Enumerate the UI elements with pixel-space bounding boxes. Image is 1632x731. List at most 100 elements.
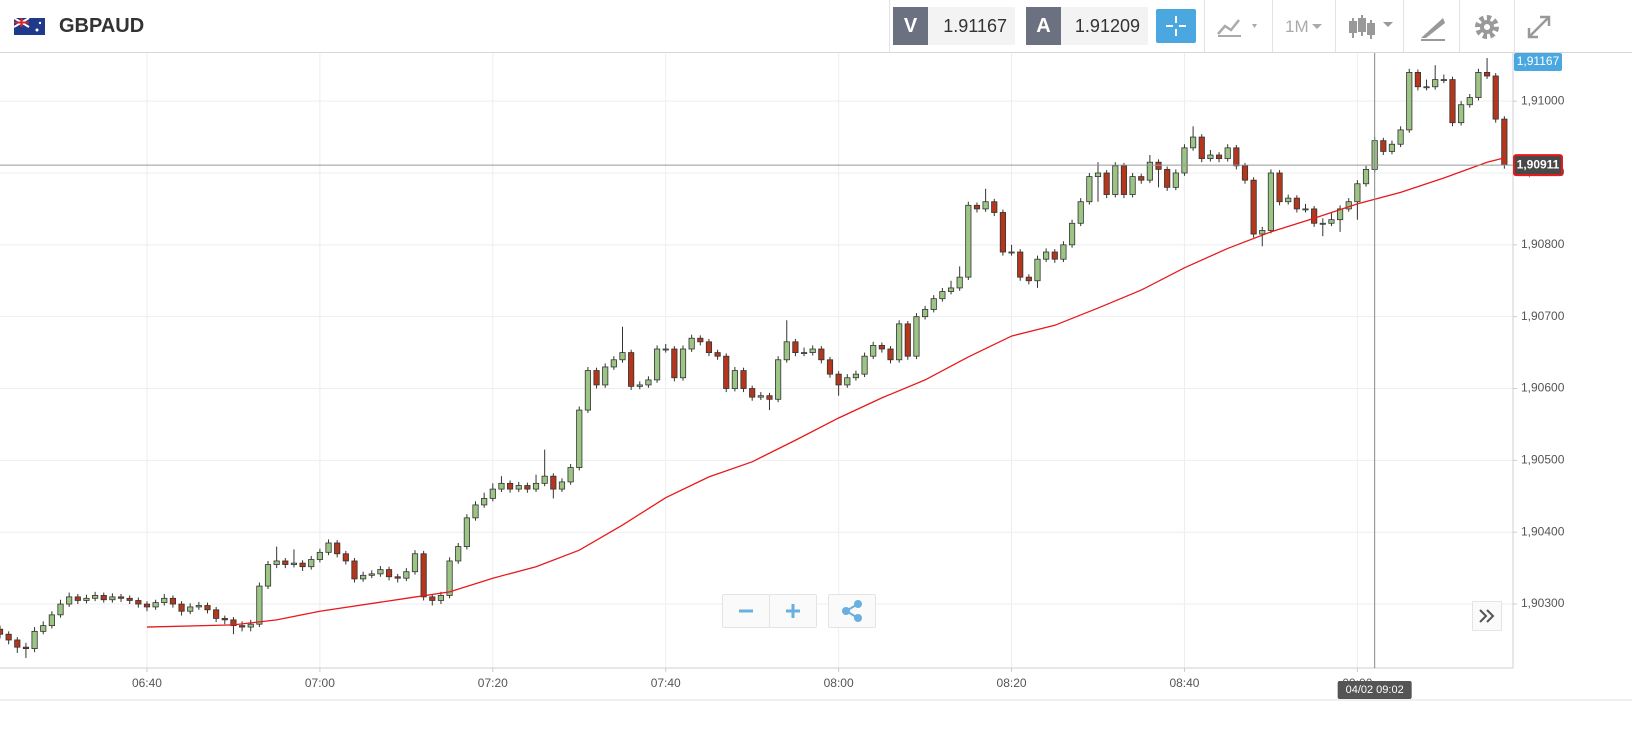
candle-body <box>14 639 21 648</box>
candle-body <box>610 359 617 368</box>
candle-body <box>1250 179 1257 235</box>
y-tick-label: 1,90300 <box>1521 596 1565 610</box>
x-tick-label: 07:40 <box>651 676 681 690</box>
candle-body <box>679 348 687 379</box>
settings-button[interactable] <box>1473 13 1501 41</box>
candle-body <box>740 370 747 389</box>
bid-price-tag <box>1514 53 1562 71</box>
candle-body <box>1060 244 1067 260</box>
candle-body <box>878 345 885 350</box>
candle-body <box>1432 79 1439 88</box>
ask-label[interactable]: A <box>1026 7 1061 45</box>
candle-body <box>282 560 289 565</box>
zoom-in-button[interactable] <box>769 594 817 628</box>
candle-body <box>1337 208 1344 221</box>
candle-body <box>342 553 349 562</box>
candle-body <box>1423 86 1430 89</box>
candle-body <box>316 551 323 560</box>
candle-body <box>204 605 211 611</box>
candle-body <box>481 498 488 506</box>
candle-body <box>999 212 1006 253</box>
candle-body <box>1259 230 1266 235</box>
candle-body <box>602 366 609 386</box>
candle-body <box>1172 172 1179 188</box>
timeframe[interactable]: 1M <box>1285 17 1309 36</box>
candle-body <box>887 348 894 361</box>
candle-body <box>420 553 427 598</box>
bid-price[interactable]: 1.91167 <box>928 7 1015 45</box>
candle-body <box>256 585 263 625</box>
candle-body <box>1008 251 1015 254</box>
candle-body <box>731 370 738 389</box>
candle-body <box>143 603 151 608</box>
fullscreen-button[interactable] <box>1526 14 1552 40</box>
candle-body <box>463 517 470 547</box>
candle-body <box>628 352 635 387</box>
symbol: GBPAUD <box>59 15 145 37</box>
candle-body <box>187 606 194 612</box>
candle-body <box>896 323 903 361</box>
candle-body <box>1017 251 1024 278</box>
candle-body <box>135 600 142 605</box>
candle-body <box>870 345 877 357</box>
candle-body <box>524 485 531 490</box>
candle-body <box>22 646 30 650</box>
crosshair-button[interactable] <box>1156 9 1196 43</box>
candle-body <box>290 562 298 565</box>
candle-body <box>939 291 946 300</box>
candle-body <box>1086 176 1093 203</box>
candle-body <box>308 559 315 568</box>
candle-body <box>334 542 341 555</box>
candle-body <box>1466 97 1473 106</box>
candle-body <box>273 560 280 565</box>
candle-body <box>826 359 834 375</box>
candle-body <box>83 597 90 601</box>
candle-body <box>377 569 384 575</box>
candle-body <box>1129 176 1136 195</box>
candle-body <box>161 597 168 604</box>
candle-body <box>532 482 540 490</box>
candle-body <box>1043 251 1050 260</box>
candle-body <box>455 546 462 562</box>
candle-body <box>835 373 842 386</box>
candle-body <box>1483 71 1491 77</box>
candle-body <box>109 596 116 601</box>
last-price-label: 1,90911 <box>1517 157 1560 171</box>
candle-body <box>152 602 159 608</box>
candle-body <box>1293 197 1300 210</box>
share-button[interactable] <box>828 594 876 628</box>
candle-body <box>1449 79 1456 124</box>
candle-type-button[interactable] <box>1348 12 1396 42</box>
scroll-end-button[interactable] <box>1472 601 1502 631</box>
candle-body <box>619 352 626 361</box>
x-tick-label: 08:40 <box>1169 676 1199 690</box>
candle-body <box>723 355 730 389</box>
candle-body <box>57 603 64 616</box>
ask-price[interactable]: 1.91209 <box>1061 7 1148 45</box>
x-tick-label: 07:20 <box>478 676 508 690</box>
bid-label[interactable]: V <box>893 7 928 45</box>
x-tick-label: 06:40 <box>132 676 162 690</box>
candle-body <box>489 488 496 499</box>
candle-body <box>221 618 228 621</box>
toolbar: GBPAUD V 1.91167 A 1.91209 1M <box>0 0 1632 53</box>
candle-body <box>247 623 254 628</box>
candle-body <box>178 603 185 612</box>
candle-body <box>1241 165 1249 181</box>
chart-style-button[interactable] <box>1215 14 1265 40</box>
drawing-button[interactable] <box>1418 13 1448 41</box>
zoom-out-button[interactable] <box>722 594 770 628</box>
candle-body <box>299 562 306 568</box>
candle-body <box>852 373 860 379</box>
candle-body <box>1224 147 1231 160</box>
candle-body <box>1034 258 1041 282</box>
candle-body <box>1311 208 1318 224</box>
candle-body <box>662 348 669 351</box>
candle-body <box>1120 165 1128 195</box>
timeframe-caret[interactable] <box>1310 14 1326 40</box>
candle-body <box>1051 251 1058 260</box>
moving-average-line <box>146 157 1505 628</box>
candle-body <box>800 352 808 354</box>
last-price-tag <box>1513 154 1563 177</box>
